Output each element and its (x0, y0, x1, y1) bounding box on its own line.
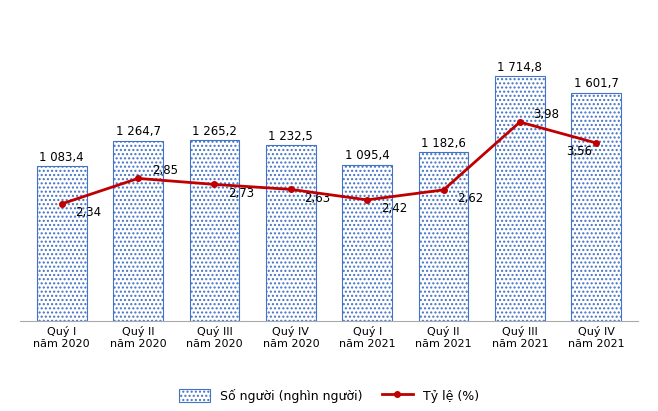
Text: 2,73: 2,73 (228, 187, 255, 200)
Text: 2,85: 2,85 (152, 164, 178, 178)
Text: 2,62: 2,62 (457, 192, 484, 206)
Text: 1 714,8: 1 714,8 (497, 61, 542, 74)
Text: 2,34: 2,34 (76, 206, 101, 219)
Text: 1 083,4: 1 083,4 (39, 151, 84, 164)
Text: 1 601,7: 1 601,7 (574, 77, 619, 90)
Text: 1 182,6: 1 182,6 (421, 137, 466, 150)
Legend: Số người (nghìn người), Tỷ lệ (%): Số người (nghìn người), Tỷ lệ (%) (174, 384, 484, 408)
Bar (37, 166, 87, 321)
Bar (418, 152, 468, 321)
Text: 3,98: 3,98 (534, 108, 560, 121)
Bar (113, 141, 163, 321)
Bar (571, 92, 621, 321)
Bar (495, 76, 545, 321)
Text: 3,56: 3,56 (567, 145, 592, 159)
Text: 1 265,2: 1 265,2 (192, 125, 237, 138)
Text: 1 095,4: 1 095,4 (345, 149, 390, 162)
Text: 1 232,5: 1 232,5 (268, 129, 313, 143)
Text: 1 264,7: 1 264,7 (116, 125, 161, 138)
Bar (190, 141, 240, 321)
Text: 2,63: 2,63 (305, 192, 331, 205)
Bar (342, 165, 392, 321)
Text: 2,42: 2,42 (381, 202, 407, 215)
Bar (266, 145, 316, 321)
